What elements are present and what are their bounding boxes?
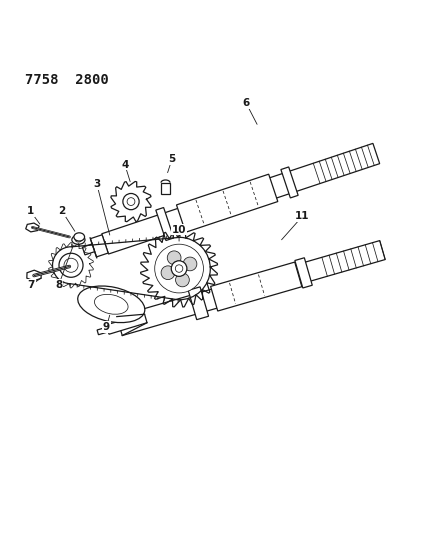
- Polygon shape: [102, 143, 380, 254]
- Text: 4: 4: [121, 159, 128, 169]
- Text: 6: 6: [242, 98, 250, 108]
- Text: 3: 3: [93, 179, 101, 189]
- Circle shape: [171, 261, 187, 277]
- Polygon shape: [211, 262, 302, 311]
- Text: 11: 11: [295, 212, 309, 221]
- Polygon shape: [83, 244, 95, 255]
- Text: 1: 1: [27, 206, 34, 216]
- Ellipse shape: [78, 286, 145, 322]
- Polygon shape: [117, 240, 385, 336]
- Circle shape: [167, 251, 181, 264]
- Circle shape: [123, 193, 139, 209]
- Text: 7: 7: [27, 280, 35, 290]
- Polygon shape: [106, 314, 147, 334]
- Polygon shape: [90, 235, 108, 257]
- Circle shape: [155, 244, 203, 293]
- Ellipse shape: [74, 233, 85, 241]
- Text: 5: 5: [169, 154, 176, 164]
- Circle shape: [59, 253, 83, 277]
- Polygon shape: [188, 287, 208, 320]
- Polygon shape: [27, 270, 41, 281]
- Polygon shape: [97, 327, 108, 335]
- Text: 7758  2800: 7758 2800: [25, 74, 109, 87]
- Circle shape: [183, 257, 197, 271]
- Text: 2: 2: [58, 206, 65, 216]
- Ellipse shape: [72, 235, 85, 244]
- Polygon shape: [281, 167, 298, 198]
- Text: 9: 9: [103, 322, 110, 332]
- Text: 8: 8: [55, 280, 62, 290]
- Circle shape: [161, 266, 175, 280]
- Polygon shape: [156, 207, 174, 240]
- Polygon shape: [295, 258, 312, 288]
- Circle shape: [175, 273, 189, 287]
- Text: 10: 10: [172, 224, 186, 235]
- Polygon shape: [176, 174, 278, 232]
- Polygon shape: [161, 183, 170, 194]
- Polygon shape: [26, 223, 39, 232]
